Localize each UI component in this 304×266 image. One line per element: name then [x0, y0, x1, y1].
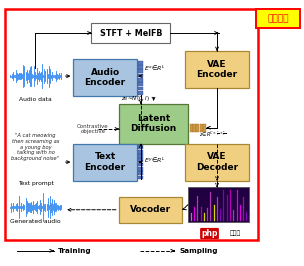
FancyBboxPatch shape: [138, 176, 143, 179]
FancyBboxPatch shape: [138, 146, 143, 149]
FancyBboxPatch shape: [138, 61, 143, 65]
FancyBboxPatch shape: [203, 124, 206, 132]
Text: $z_N\!\sim\!N(0,I)$: $z_N\!\sim\!N(0,I)$: [121, 94, 150, 103]
FancyBboxPatch shape: [138, 69, 143, 73]
Text: Audio
Encoder: Audio Encoder: [85, 68, 126, 87]
FancyBboxPatch shape: [138, 150, 143, 153]
FancyBboxPatch shape: [185, 51, 249, 88]
FancyBboxPatch shape: [138, 82, 143, 86]
FancyBboxPatch shape: [138, 74, 143, 77]
Text: Latent
Diffusion: Latent Diffusion: [130, 114, 177, 134]
Text: Text prompt: Text prompt: [18, 181, 54, 186]
FancyBboxPatch shape: [256, 9, 300, 28]
Text: $z\!\in\!R^{C\times\frac{T}{r}\times\frac{E}{r}}$: $z\!\in\!R^{C\times\frac{T}{r}\times\fra…: [199, 129, 226, 139]
Text: VAE
Encoder: VAE Encoder: [196, 60, 238, 79]
FancyBboxPatch shape: [138, 158, 143, 162]
FancyBboxPatch shape: [196, 124, 199, 132]
Text: "A cat meowing
then screaming as
a young boy
talking with no
background noise": "A cat meowing then screaming as a young…: [12, 133, 60, 161]
FancyBboxPatch shape: [138, 163, 143, 167]
FancyBboxPatch shape: [92, 23, 170, 43]
FancyBboxPatch shape: [185, 144, 249, 181]
Text: STFT + MelFB: STFT + MelFB: [100, 29, 162, 38]
FancyBboxPatch shape: [190, 124, 193, 132]
Text: Vocoder: Vocoder: [130, 205, 171, 214]
Text: VAE
Decoder: VAE Decoder: [196, 152, 238, 172]
FancyBboxPatch shape: [119, 104, 188, 144]
Text: $E^x\!\in\!R^L$: $E^x\!\in\!R^L$: [144, 64, 166, 73]
FancyBboxPatch shape: [119, 197, 182, 223]
FancyBboxPatch shape: [138, 86, 143, 90]
FancyBboxPatch shape: [193, 124, 196, 132]
Text: Training: Training: [58, 248, 92, 254]
Text: Audio data: Audio data: [19, 97, 52, 102]
Text: 中文网: 中文网: [230, 231, 241, 236]
FancyBboxPatch shape: [138, 78, 143, 82]
Text: Generated audio: Generated audio: [10, 219, 61, 224]
Text: php: php: [201, 229, 218, 238]
FancyBboxPatch shape: [138, 65, 143, 69]
Text: Text
Encoder: Text Encoder: [85, 152, 126, 172]
Text: Sampling: Sampling: [179, 248, 218, 254]
FancyBboxPatch shape: [138, 167, 143, 171]
Text: $E^y\!\in\!R^L$: $E^y\!\in\!R^L$: [144, 156, 166, 165]
FancyBboxPatch shape: [138, 154, 143, 158]
Text: 训练过程: 训练过程: [268, 14, 289, 23]
FancyBboxPatch shape: [138, 91, 143, 95]
FancyBboxPatch shape: [73, 144, 137, 181]
FancyBboxPatch shape: [73, 59, 137, 96]
FancyBboxPatch shape: [200, 124, 203, 132]
FancyBboxPatch shape: [188, 187, 249, 222]
FancyBboxPatch shape: [138, 171, 143, 175]
Text: Contrastive
objective: Contrastive objective: [77, 124, 109, 134]
